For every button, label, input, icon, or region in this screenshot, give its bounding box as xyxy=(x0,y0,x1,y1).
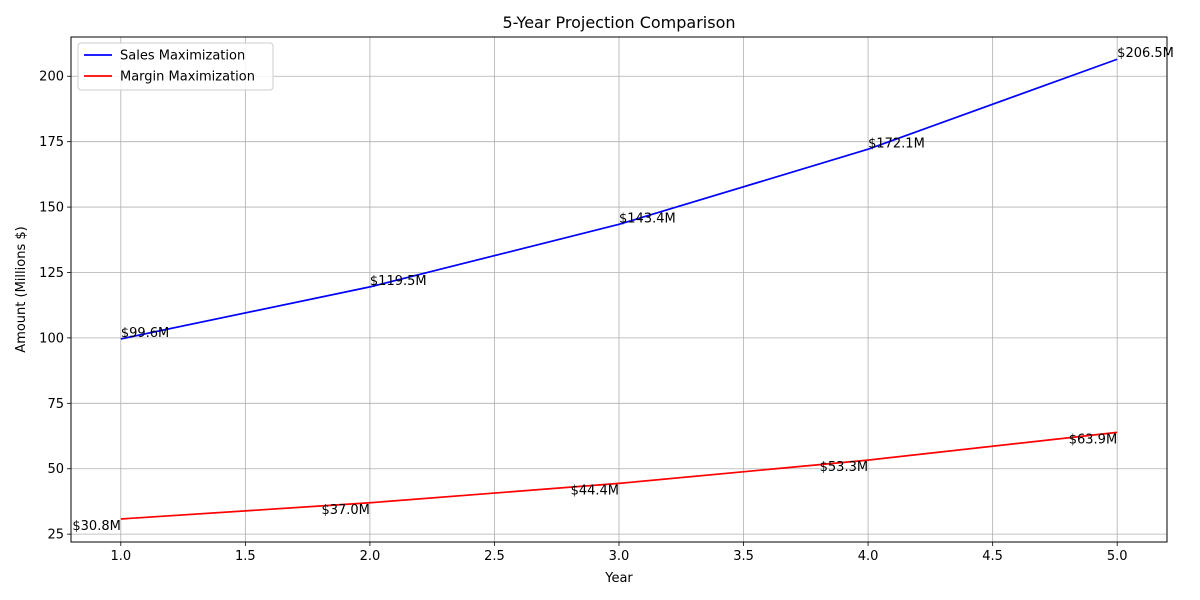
y-axis-ticks: 25 50 75 100 125 150 175 200 xyxy=(39,70,71,543)
grid xyxy=(71,37,1167,542)
legend-box xyxy=(77,42,274,91)
data-label: $44.4M xyxy=(571,483,619,498)
y-tick-label: 100 xyxy=(39,331,64,346)
x-axis-ticks: 1.0 1.5 2.0 2.5 3.0 3.5 4.0 4.5 5.0 xyxy=(110,542,1128,564)
chart-title: 5-Year Projection Comparison xyxy=(502,13,735,32)
data-label: $37.0M xyxy=(321,503,369,518)
x-tick-label: 3.5 xyxy=(733,549,754,564)
series-line-1 xyxy=(120,58,1118,340)
x-tick-label: 4.0 xyxy=(858,549,879,564)
x-tick-label: 1.0 xyxy=(110,549,131,564)
data-label: $143.4M xyxy=(619,211,676,226)
data-label: $99.6M xyxy=(121,326,169,341)
data-label: $30.8M xyxy=(72,519,120,534)
legend-label: Sales Maximization xyxy=(120,49,245,64)
y-tick-label: 150 xyxy=(39,201,64,216)
y-tick-label: 75 xyxy=(47,397,64,412)
y-tick-label: 125 xyxy=(39,266,64,281)
data-labels: $99.6M $119.5M $143.4M $172.1M $206.5M $30.8M… xyxy=(72,46,1174,534)
data-label: $63.9M xyxy=(1069,432,1117,447)
data-label: $206.5M xyxy=(1117,46,1174,61)
y-tick-label: 175 xyxy=(39,135,64,150)
series-line-2 xyxy=(120,431,1118,520)
data-label: $119.5M xyxy=(370,274,427,289)
y-axis-label: Amount (Millions $) xyxy=(14,226,29,352)
x-axis-label: Year xyxy=(604,571,633,586)
data-label: $172.1M xyxy=(868,136,925,151)
series-lines xyxy=(120,58,1118,520)
x-tick-label: 5.0 xyxy=(1107,549,1128,564)
x-tick-label: 2.0 xyxy=(360,549,381,564)
y-tick-label: 50 xyxy=(47,462,64,477)
x-tick-label: 3.0 xyxy=(609,549,630,564)
x-tick-label: 1.5 xyxy=(235,549,256,564)
legend: Sales Maximization Margin Maximization xyxy=(77,42,274,91)
y-tick-label: 25 xyxy=(47,528,64,543)
legend-label: Margin Maximization xyxy=(120,70,255,85)
x-tick-label: 4.5 xyxy=(982,549,1003,564)
y-tick-label: 200 xyxy=(39,70,64,85)
data-label: $53.3M xyxy=(820,460,868,475)
x-tick-label: 2.5 xyxy=(484,549,505,564)
